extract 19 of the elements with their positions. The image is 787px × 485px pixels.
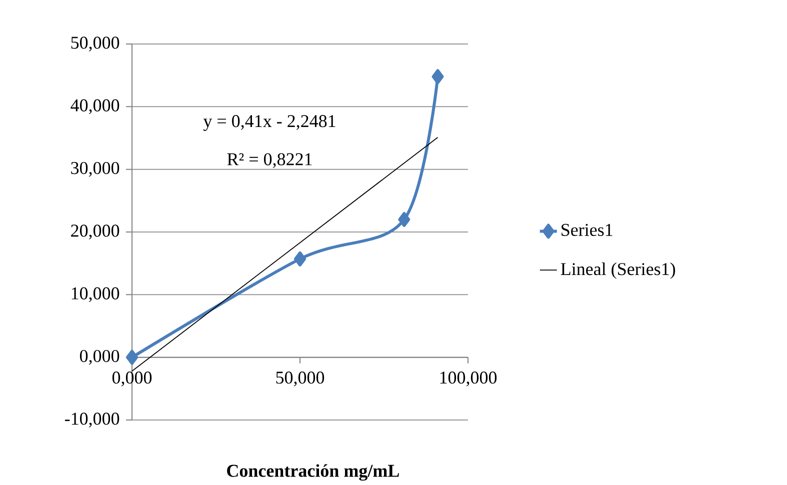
x-tick-label: 100,000 bbox=[440, 372, 497, 386]
point bbox=[126, 350, 138, 365]
y-tick-label: 40,000 bbox=[70, 99, 120, 114]
point bbox=[294, 251, 306, 266]
annotation: y = 0,41x - 2,2481 bbox=[203, 115, 336, 131]
y-tick-label: 10,000 bbox=[72, 287, 120, 302]
y-tick-label: 0,000 bbox=[80, 350, 120, 365]
legend-label: Series1 bbox=[562, 224, 612, 236]
y-tick-label: 50,000 bbox=[71, 36, 120, 52]
legend-label: Lineal (Series1) bbox=[560, 262, 676, 279]
x-tick-label: 0,000 bbox=[112, 372, 152, 386]
y-tick-label: 30,000 bbox=[71, 162, 120, 177]
point bbox=[398, 212, 410, 227]
annotation: R² = 0,8221 bbox=[227, 153, 312, 168]
point bbox=[432, 69, 444, 84]
y-tick-label: -10,000 bbox=[64, 412, 120, 428]
x-tick-label: 50,000 bbox=[276, 372, 324, 386]
x-axis-title: Concentración mg/mL bbox=[227, 464, 399, 481]
y-tick-label: 20,000 bbox=[71, 224, 120, 240]
